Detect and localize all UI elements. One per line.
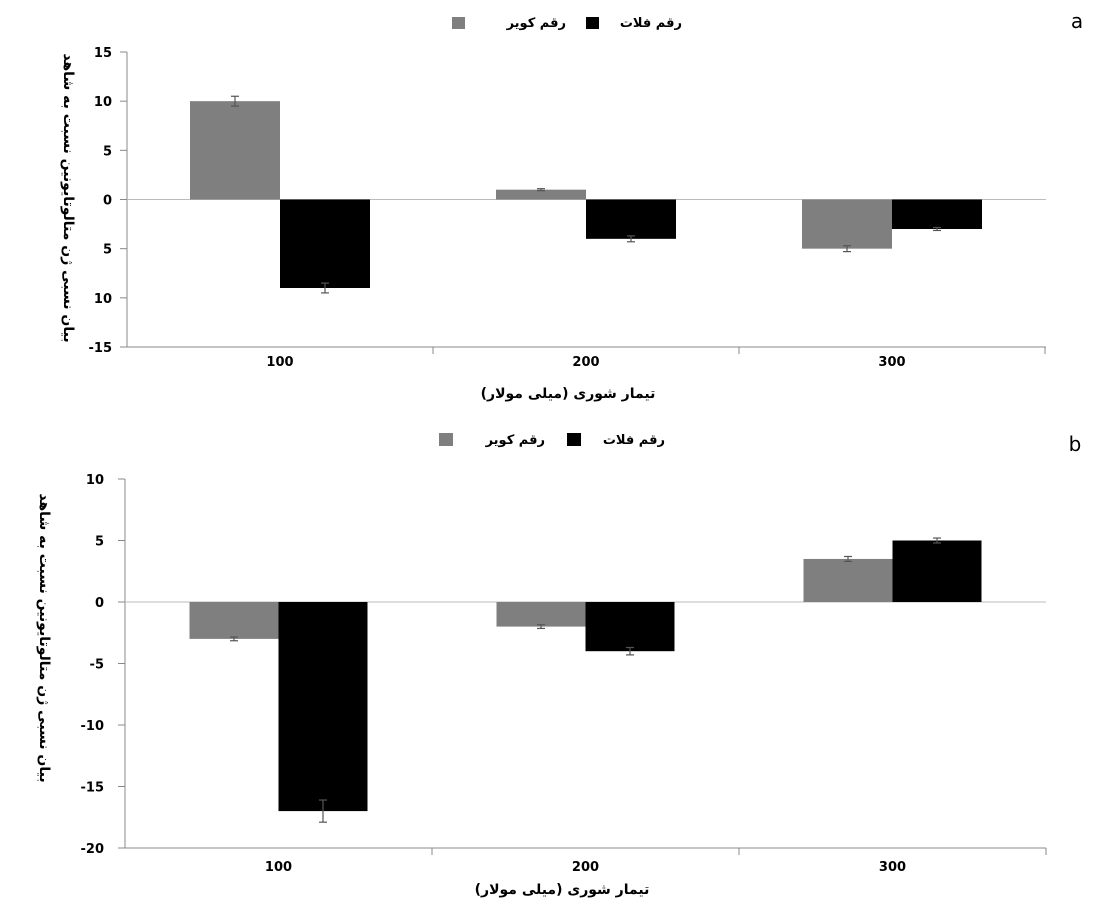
y-tick-label-b: -15 xyxy=(81,781,105,796)
chart-b-svg: b بیان نسبی ژن متالوتایونین نسبت به شاهد… xyxy=(36,432,1082,898)
bar-a-series2-300 xyxy=(892,199,982,229)
legend-swatch-series-2-b xyxy=(567,433,581,446)
x-axis-label-b: تیمار شوری (میلی مولار) xyxy=(475,882,650,898)
bar-b-series2-200 xyxy=(585,602,675,652)
bar-b-series1-100 xyxy=(189,602,279,639)
legend-swatch-series-1-a xyxy=(452,17,465,29)
bar-a-series2-200 xyxy=(586,199,676,239)
panel-label-a: a xyxy=(1071,9,1083,33)
y-tick-label-a: 15 xyxy=(94,46,112,61)
plot-area-b: 10 5 0 -5 -10 -15 -20 100 200 300 xyxy=(81,473,1047,875)
legend-label-series-2-a: رقم فلات xyxy=(620,16,682,31)
chart-a-svg: a بیان نسبی ژن متالوتایونین نسبت به شاهد… xyxy=(60,9,1083,402)
x-tick-label-b: 300 xyxy=(879,860,906,875)
y-tick-label-b: -20 xyxy=(81,842,105,857)
bar-b-series1-200 xyxy=(496,602,586,627)
bar-a-series1-300 xyxy=(802,199,892,249)
y-axis-label-a: بیان نسبی ژن متالوتایونین نسبت به شاهد xyxy=(60,53,76,342)
y-axis-label-b: بیان نسبی ژن متالوتایونین نسبت به شاهد xyxy=(36,493,52,782)
x-tick-label-a: 100 xyxy=(266,355,293,370)
bar-b-series2-100 xyxy=(278,602,368,812)
y-tick-label-a: -15 xyxy=(89,341,113,356)
legend-label-series-1-a: رقم کویر xyxy=(506,16,566,31)
y-tick-label-b: -5 xyxy=(90,658,104,673)
y-tick-label-b: -10 xyxy=(81,719,105,734)
x-tick-label-b: 200 xyxy=(572,860,599,875)
y-tick-label-a: 5 xyxy=(103,243,112,258)
y-tick-label-a: 0 xyxy=(103,194,112,209)
x-tick-label-a: 300 xyxy=(878,355,905,370)
y-tick-label-b: 10 xyxy=(86,473,104,488)
plot-area-a: 15 10 5 0 5 10 -15 100 200 300 xyxy=(89,46,1046,370)
legend-a: رقم فلات رقم کویر xyxy=(452,16,682,31)
bar-b-series2-300 xyxy=(892,540,982,602)
x-tick-label-b: 100 xyxy=(265,860,292,875)
chart-panel-a: a بیان نسبی ژن متالوتایونین نسبت به شاهد… xyxy=(0,0,1106,420)
chart-panel-b: b بیان نسبی ژن متالوتایونین نسبت به شاهد… xyxy=(0,420,1106,900)
y-tick-label-b: 0 xyxy=(95,596,104,611)
bar-a-series2-100 xyxy=(280,199,370,288)
bar-b-series1-300 xyxy=(803,558,893,602)
x-tick-label-a: 200 xyxy=(572,355,599,370)
bar-a-series1-100 xyxy=(190,101,280,200)
x-axis-label-a: تیمار شوری (میلی مولار) xyxy=(481,386,656,402)
legend-label-series-2-b: رقم فلات xyxy=(603,433,665,448)
bar-a-series1-200 xyxy=(496,189,586,200)
y-tick-label-a: 10 xyxy=(94,95,112,110)
y-tick-label-a: 5 xyxy=(103,144,112,159)
legend-swatch-series-2-a xyxy=(586,17,599,29)
legend-b: رقم فلات رقم کویر xyxy=(439,433,665,448)
legend-swatch-series-1-b xyxy=(439,433,453,446)
panel-label-b: b xyxy=(1069,432,1082,456)
y-tick-label-a: 10 xyxy=(94,292,112,307)
legend-label-series-1-b: رقم کویر xyxy=(485,433,545,448)
y-tick-label-b: 5 xyxy=(95,535,104,550)
